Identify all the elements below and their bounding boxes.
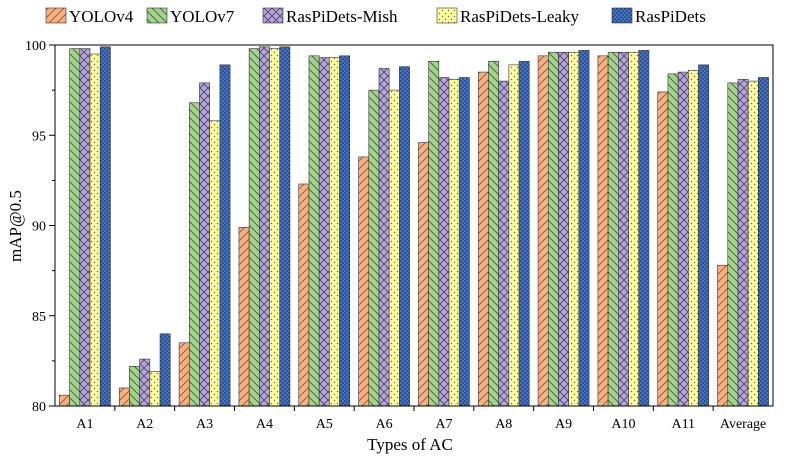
bar-raspidets-leaky-a1 (89, 53, 101, 407)
bar-raspidets-mish-a4 (259, 46, 270, 407)
bar-raspidets-leaky-a3 (209, 120, 221, 407)
bar-raspidets-a8 (518, 60, 530, 407)
bar-raspidets-mish-a10 (618, 51, 629, 407)
x-axis-title: Types of AC (367, 435, 453, 454)
bar-raspidets-leaky-a8 (508, 64, 520, 407)
y-tick-label: 95 (32, 129, 46, 144)
x-tick-label: A11 (671, 417, 695, 432)
bar-raspidets-a6 (399, 66, 410, 407)
legend-label-yolov4: YOLOv4 (69, 7, 134, 26)
bar-yolov7-a5 (308, 55, 320, 407)
legend-label-raspidets-mish: RasPiDets-Mish (286, 7, 398, 26)
bar-raspidets-leaky-a4 (269, 48, 281, 407)
x-tick-label: Average (720, 417, 766, 432)
bar-raspidets-leaky-a10 (628, 51, 640, 407)
bar-raspidets-a7 (458, 77, 470, 407)
legend-label-raspidets: RasPiDets (635, 7, 706, 26)
legend-swatch-raspidets (611, 7, 633, 24)
bar-raspidets-leaky-a2 (149, 371, 161, 407)
y-tick-label: 85 (32, 310, 46, 325)
legend-label-raspidets-leaky: RasPiDets-Leaky (460, 7, 579, 26)
bar-raspidets-mish-a7 (438, 77, 450, 407)
x-tick-label: A3 (196, 417, 213, 432)
x-tick-label: A2 (136, 417, 153, 432)
x-tick-label: A10 (611, 417, 635, 432)
bar-raspidets-leaky-a5 (329, 57, 340, 407)
bar-yolov7-a3 (188, 102, 200, 407)
bar-yolov4-a5 (298, 183, 310, 407)
bar-raspidets-a9 (578, 50, 590, 407)
bar-raspidets-a2 (159, 333, 171, 407)
legend-swatch-raspidets-mish (262, 7, 284, 24)
bar-yolov4-a11 (657, 91, 669, 407)
bar-raspidets-a3 (219, 64, 231, 407)
y-axis-title: mAP@0.5 (6, 190, 25, 262)
bar-raspidets-leaky-average (747, 80, 759, 407)
bar-raspidets-a4 (279, 46, 291, 407)
x-tick-label: A6 (376, 417, 393, 432)
x-tick-label: A9 (555, 417, 572, 432)
bar-yolov7-a1 (69, 48, 81, 407)
bar-raspidets-leaky-a11 (688, 69, 699, 407)
bar-yolov7-average (727, 82, 739, 407)
axes-group: 80 85 90 95 100 A1 A2 A3 A4 A5 A6 A7 A8 A9 A10 A11 Avera… (25, 39, 774, 432)
bar-yolov4-a6 (358, 156, 370, 407)
y-tick-label: 90 (32, 220, 46, 235)
bar-raspidets-mish-a11 (677, 71, 689, 407)
bar-yolov4-a8 (477, 71, 489, 407)
bar-yolov4-a10 (597, 55, 609, 407)
bar-raspidets-mish-a2 (139, 358, 151, 407)
bar-raspidets-leaky-a6 (388, 89, 400, 407)
legend: YOLOv4 YOLOv7 RasPiDets-Mish RasPiDets-Leak… (45, 7, 706, 26)
bar-yolov7-a2 (129, 365, 140, 407)
bar-raspidets-leaky-a7 (448, 79, 460, 407)
bar-yolov4-a3 (178, 342, 190, 407)
x-tick-label: A8 (495, 417, 512, 432)
bars-group (59, 46, 769, 407)
bar-yolov4-a4 (238, 227, 250, 407)
legend-swatch-raspidets-leaky (436, 7, 458, 24)
bar-yolov4-a1 (59, 394, 70, 407)
x-tick-label: A5 (316, 417, 333, 432)
bar-yolov4-a9 (537, 55, 549, 407)
bar-yolov7-a7 (428, 60, 440, 407)
bar-raspidets-mish-a5 (318, 57, 330, 407)
bar-raspidets-average (758, 77, 769, 407)
legend-label-yolov7: YOLOv7 (170, 7, 235, 26)
bar-raspidets-leaky-a9 (568, 51, 580, 407)
x-tick-label: A7 (435, 417, 452, 432)
bar-raspidets-a10 (638, 50, 650, 407)
bar-raspidets-mish-a3 (199, 82, 210, 407)
bar-yolov7-a11 (667, 73, 679, 407)
bar-yolov4-a2 (118, 387, 130, 407)
bar-yolov7-a8 (488, 60, 499, 407)
bar-yolov7-a10 (607, 51, 619, 407)
bar-yolov4-average (717, 264, 729, 407)
x-tick-label: A4 (256, 417, 273, 432)
bar-raspidets-a5 (339, 55, 351, 407)
bar-raspidets-mish-a1 (79, 48, 91, 407)
bar-yolov4-a7 (418, 142, 429, 407)
legend-swatch-yolov4 (45, 7, 67, 24)
bar-raspidets-a1 (99, 46, 111, 407)
x-tick-label: A1 (76, 417, 93, 432)
bar-raspidets-mish-average (737, 79, 749, 407)
y-tick-label: 80 (32, 400, 46, 415)
bar-yolov7-a4 (248, 48, 260, 407)
bar-raspidets-mish-a8 (498, 80, 510, 407)
bar-yolov7-a9 (547, 51, 559, 407)
bar-raspidets-mish-a9 (558, 51, 569, 407)
bar-yolov7-a6 (368, 89, 380, 407)
bar-raspidets-mish-a6 (378, 68, 390, 407)
legend-swatch-yolov7 (146, 7, 168, 24)
bar-raspidets-a11 (698, 64, 710, 407)
y-tick-label: 100 (25, 39, 46, 54)
